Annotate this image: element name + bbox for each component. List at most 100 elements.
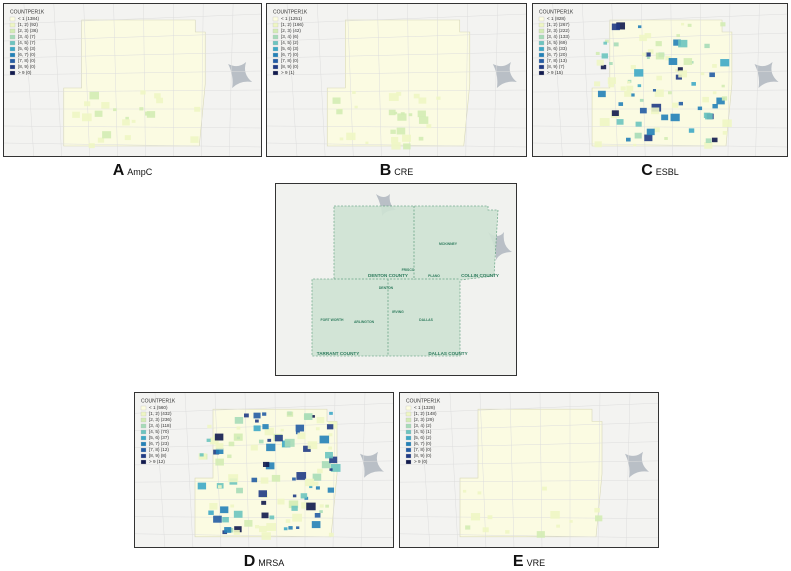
tract bbox=[261, 500, 267, 505]
tract bbox=[220, 506, 229, 514]
tract bbox=[319, 510, 323, 514]
tract bbox=[82, 113, 92, 122]
map: COUNTPER1K< 1 (828)[1, 2) (267)[2, 3) (2… bbox=[533, 4, 787, 156]
tract bbox=[327, 487, 335, 493]
tract bbox=[704, 43, 710, 49]
tract bbox=[664, 137, 668, 140]
tract bbox=[84, 101, 91, 107]
tract bbox=[624, 90, 632, 97]
legend-swatch bbox=[405, 429, 412, 435]
legend-title: COUNTPER1K bbox=[406, 398, 441, 404]
county-label: TARRANT COUNTY bbox=[317, 351, 360, 356]
legend-swatch bbox=[140, 423, 147, 429]
road bbox=[597, 393, 601, 547]
road bbox=[727, 4, 731, 156]
tract bbox=[616, 119, 624, 125]
legend-label: [7, 8) (13) bbox=[547, 58, 567, 63]
tract bbox=[388, 93, 399, 101]
tract bbox=[644, 33, 652, 39]
road bbox=[4, 89, 261, 93]
tract bbox=[233, 529, 240, 535]
road bbox=[641, 4, 646, 156]
road bbox=[267, 125, 526, 129]
tract bbox=[262, 412, 267, 416]
legend-label: [2, 3) (42) bbox=[281, 28, 301, 33]
tract bbox=[304, 413, 313, 421]
tract bbox=[101, 102, 110, 109]
tract bbox=[595, 515, 603, 522]
tract bbox=[655, 41, 662, 47]
tract bbox=[321, 461, 331, 469]
legend-label: < 1 (560) bbox=[149, 405, 168, 410]
panel-letter: E bbox=[512, 553, 524, 570]
road bbox=[377, 4, 382, 156]
legend-swatch bbox=[140, 429, 147, 435]
tract bbox=[214, 433, 224, 441]
region bbox=[326, 19, 471, 147]
road bbox=[4, 142, 261, 148]
tract bbox=[365, 141, 369, 145]
tract bbox=[418, 116, 429, 124]
tract bbox=[260, 477, 269, 484]
panel-name: AmpC bbox=[127, 167, 153, 177]
tract bbox=[687, 23, 692, 27]
tract bbox=[255, 419, 259, 423]
tract bbox=[283, 527, 288, 531]
tract bbox=[413, 93, 420, 99]
tract bbox=[637, 25, 642, 29]
tract bbox=[197, 482, 207, 490]
legend-swatch bbox=[9, 58, 16, 64]
tract bbox=[646, 56, 650, 60]
tract bbox=[705, 113, 713, 120]
tract bbox=[396, 127, 406, 135]
legend-swatch bbox=[272, 28, 279, 34]
tract bbox=[288, 500, 299, 509]
legend-label: [2, 3) (36) bbox=[18, 28, 38, 33]
tract bbox=[630, 93, 635, 97]
road bbox=[4, 13, 261, 25]
tract bbox=[668, 91, 672, 95]
tract bbox=[594, 507, 600, 513]
legend-swatch bbox=[538, 58, 545, 64]
tract bbox=[236, 426, 241, 430]
tract bbox=[271, 474, 281, 482]
legend-label: [3, 4) (7) bbox=[18, 34, 36, 39]
tract bbox=[253, 425, 261, 432]
map-panel: COUNTPER1K < 1 (1328) [1, 2) (148) [2, 3) (… bbox=[399, 392, 659, 548]
tract bbox=[297, 432, 306, 440]
road bbox=[214, 393, 222, 547]
tract bbox=[307, 441, 318, 450]
tract bbox=[665, 56, 671, 61]
tract bbox=[314, 513, 321, 518]
legend-label: [1, 2) (92) bbox=[18, 22, 38, 27]
legend-label: [3, 4) (133) bbox=[547, 34, 570, 39]
legend-swatch bbox=[405, 417, 412, 423]
road bbox=[400, 422, 658, 431]
map: COUNTPER1K< 1 (1251)[1, 2) (166)[2, 3) (… bbox=[267, 4, 526, 156]
tract bbox=[505, 530, 510, 534]
tract bbox=[626, 137, 631, 142]
road bbox=[670, 4, 674, 156]
tract bbox=[712, 64, 717, 68]
road bbox=[274, 393, 278, 547]
tract bbox=[346, 132, 356, 141]
legend-label: [4, 5) (70) bbox=[149, 429, 169, 434]
legend-swatch bbox=[538, 34, 545, 40]
tract bbox=[721, 84, 725, 88]
legend-label: [2, 3) (236) bbox=[149, 417, 172, 422]
tract bbox=[296, 472, 307, 480]
legend-swatch bbox=[538, 16, 545, 22]
legend-label: > 9 (15) bbox=[547, 70, 563, 75]
road bbox=[267, 32, 526, 42]
tract bbox=[251, 477, 258, 483]
tract bbox=[261, 532, 271, 540]
road bbox=[360, 393, 366, 547]
road bbox=[509, 393, 515, 547]
legend-label: [5, 6) (37) bbox=[149, 435, 169, 440]
tract bbox=[309, 485, 313, 489]
map: COUNTPER1K< 1 (1328)[1, 2) (148)[2, 3) (… bbox=[400, 393, 658, 547]
tract bbox=[312, 473, 322, 481]
tract bbox=[569, 520, 573, 523]
road bbox=[533, 70, 787, 76]
legend-swatch bbox=[272, 34, 279, 40]
